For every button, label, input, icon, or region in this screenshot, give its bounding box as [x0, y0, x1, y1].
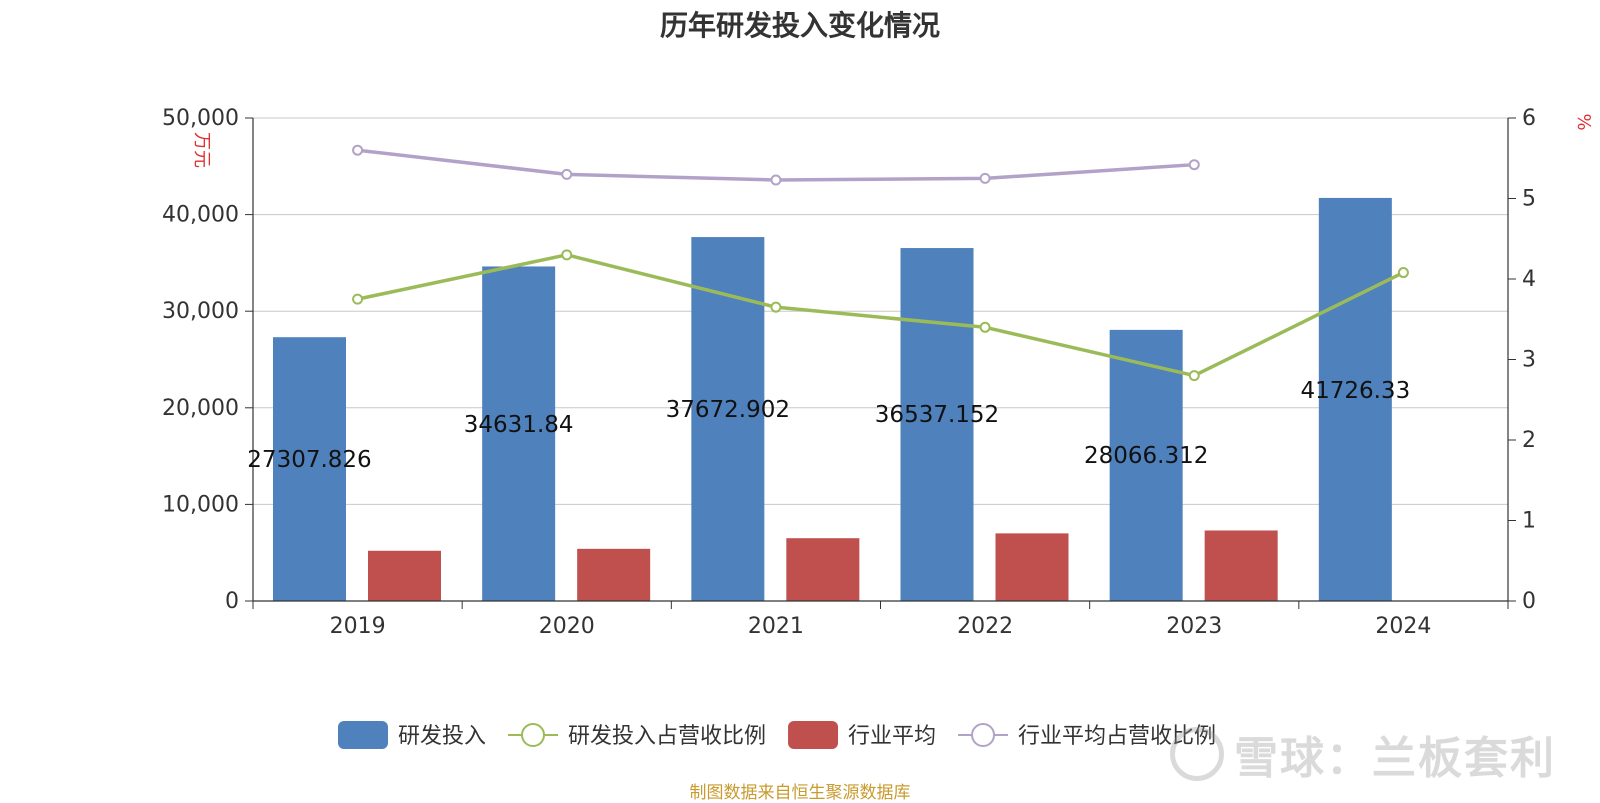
line-layer [352, 144, 1409, 382]
line-point [1188, 159, 1200, 171]
x-axis-tick-label: 2023 [1166, 614, 1222, 639]
right-axis-tick-label: 0 [1522, 589, 1536, 614]
legend-swatch [788, 721, 839, 749]
bar [1109, 329, 1183, 601]
axes: 0 10,000 20,000 30,000 40,000 50,000 0 1 2 3 4 5 6 万元… [162, 106, 1594, 639]
bar [1318, 197, 1392, 601]
legend-item[interactable]: 行业平均 [788, 721, 936, 749]
x-axis-tick-label: 2019 [330, 614, 386, 639]
legend-swatch [338, 721, 388, 749]
x-axis-tick-label: 2024 [1375, 614, 1431, 639]
right-axis-tick-label: 5 [1522, 187, 1536, 212]
bar-value-label: 41726.33 [1300, 378, 1410, 404]
snowball-logo-icon [1170, 727, 1224, 781]
bar [273, 337, 346, 601]
gridlines [253, 117, 1508, 505]
left-axis-tick-label: 50,000 [162, 106, 239, 131]
bar [691, 237, 765, 601]
bar [900, 248, 974, 601]
bar [786, 538, 860, 601]
bar [577, 548, 651, 601]
data-labels: 27307.826 34631.84 37672.902 36537.152 28066… [247, 378, 1410, 473]
legend[interactable]: 研发投入 研发投入占营收比例 行业平均 行业平均占营收比例 [338, 721, 1216, 749]
source-note: 制图数据来自恒生聚源数据库 [689, 783, 911, 803]
right-axis-tick-label: 1 [1522, 509, 1536, 534]
bar-value-label: 28066.312 [1084, 443, 1208, 469]
series-line [357, 253, 1405, 378]
legend-item[interactable]: 研发投入 [338, 721, 486, 749]
line-point [770, 301, 782, 313]
legend-label: 研发投入 [398, 724, 486, 749]
bar-value-label: 34631.84 [464, 412, 574, 438]
legend-swatch-marker [521, 723, 546, 747]
line-point [561, 249, 573, 261]
watermark: 雪球：兰板套利 [1170, 722, 1556, 786]
bar-value-label: 27307.826 [247, 447, 371, 473]
line-point [1397, 267, 1409, 279]
right-axis-tick-label: 4 [1522, 267, 1536, 292]
left-axis-tick-label: 40,000 [162, 203, 239, 228]
x-axis-tick-label: 2022 [957, 614, 1013, 639]
legend-label: 行业平均 [848, 724, 936, 749]
right-axis-tick-label: 3 [1522, 348, 1536, 373]
bar [995, 533, 1069, 601]
bar-value-label: 36537.152 [875, 402, 999, 428]
line-point [979, 321, 991, 333]
line-point [352, 144, 364, 156]
right-axis-tick-label: 2 [1522, 428, 1536, 453]
right-axis-unit: % [1573, 113, 1594, 130]
left-axis-tick-label: 0 [225, 589, 239, 614]
x-axis-tick-label: 2021 [748, 614, 804, 639]
watermark-text: 雪球：兰板套利 [1234, 733, 1556, 784]
line-point [561, 168, 573, 180]
bar-value-label: 37672.902 [666, 397, 790, 423]
legend-swatch-marker [971, 723, 996, 747]
left-axis-tick-label: 10,000 [162, 492, 239, 517]
left-axis-unit: 万元 [191, 132, 212, 168]
line-point [979, 172, 991, 184]
left-axis-tick-label: 20,000 [162, 396, 239, 421]
bar [368, 550, 441, 601]
line-point [1188, 370, 1200, 382]
legend-label: 研发投入占营收比例 [568, 724, 766, 749]
bar [1204, 530, 1278, 601]
chart-title: 历年研发投入变化情况 [659, 9, 940, 42]
x-axis-tick-label: 2020 [539, 614, 595, 639]
bar-layer [273, 197, 1392, 601]
left-axis-tick-label: 30,000 [162, 299, 239, 324]
right-axis-tick-label: 6 [1522, 106, 1536, 131]
line-point [352, 293, 364, 305]
bar [482, 266, 556, 601]
legend-item[interactable]: 研发投入占营收比例 [508, 723, 766, 749]
line-point [770, 174, 782, 186]
